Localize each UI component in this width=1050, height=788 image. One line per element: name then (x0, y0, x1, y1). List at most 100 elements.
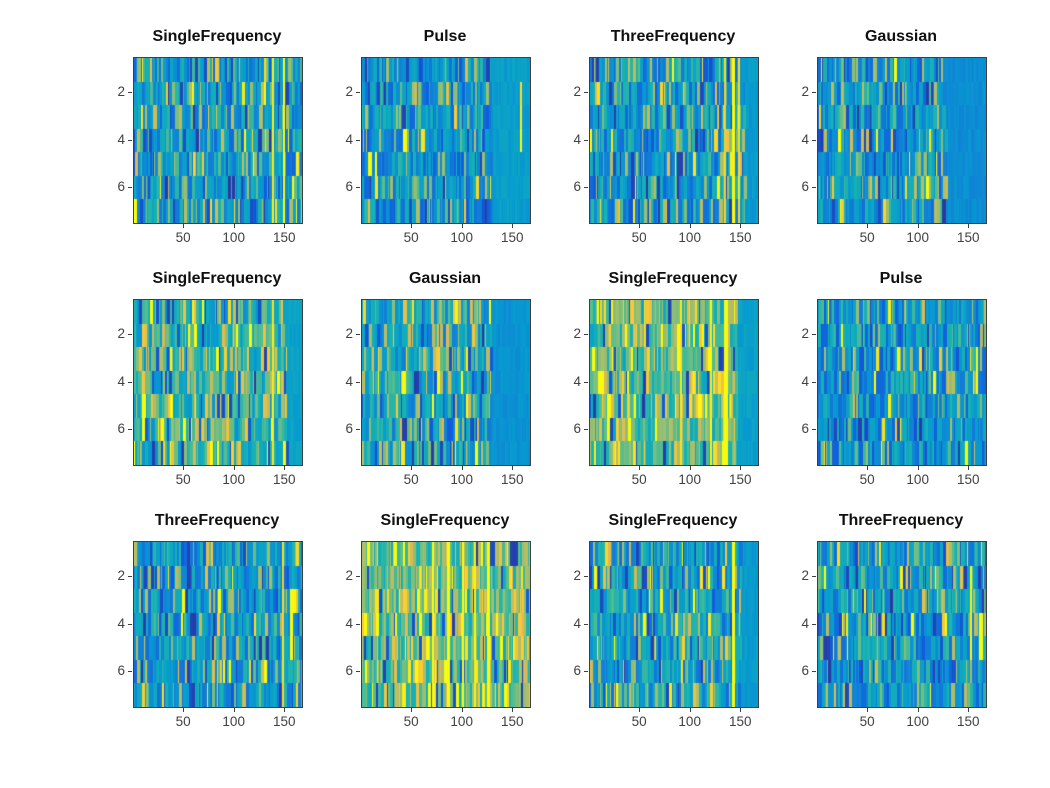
heatmap-image (818, 58, 986, 223)
heatmap-image (590, 300, 758, 465)
x-tick-mark (690, 466, 691, 470)
y-tick-mark (584, 187, 588, 188)
y-tick-label: 2 (117, 326, 125, 342)
y-tick-mark (584, 429, 588, 430)
y-tick-mark (356, 429, 360, 430)
y-tick-label: 2 (573, 84, 581, 100)
x-tick-label: 150 (957, 714, 980, 729)
x-tick-mark (411, 708, 412, 712)
heatmap-image (818, 300, 986, 465)
y-tick-label: 6 (801, 662, 809, 678)
y-tick-mark (584, 382, 588, 383)
x-tick-label: 100 (450, 472, 473, 487)
x-tick-mark (411, 224, 412, 228)
x-tick-mark (918, 466, 919, 470)
x-tick-mark (740, 708, 741, 712)
x-tick-mark (867, 708, 868, 712)
y-tick-label: 2 (345, 326, 353, 342)
y-tick-label: 2 (345, 568, 353, 584)
subplot-title: SingleFrequency (380, 512, 510, 529)
x-tick-label: 100 (906, 472, 929, 487)
subplot-title: ThreeFrequency (610, 28, 736, 45)
x-tick-label: 50 (859, 472, 875, 487)
x-tick-label: 100 (678, 472, 701, 487)
x-tick-label: 50 (859, 714, 875, 729)
y-tick-label: 6 (801, 420, 809, 436)
x-tick-mark (462, 708, 463, 712)
y-tick-label: 4 (801, 615, 809, 631)
subplot-title: SingleFrequency (152, 28, 282, 45)
x-tick-mark (284, 466, 285, 470)
x-tick-label: 100 (450, 230, 473, 245)
y-tick-label: 2 (573, 568, 581, 584)
heatmap-plot (817, 57, 987, 224)
x-tick-label: 100 (906, 714, 929, 729)
y-tick-mark (812, 334, 816, 335)
x-tick-mark (183, 466, 184, 470)
y-tick-label: 2 (117, 84, 125, 100)
x-tick-label: 100 (450, 714, 473, 729)
x-tick-mark (183, 708, 184, 712)
y-tick-mark (584, 92, 588, 93)
x-tick-mark (284, 708, 285, 712)
y-tick-mark (356, 334, 360, 335)
x-tick-label: 150 (729, 714, 752, 729)
heatmap-plot (589, 541, 759, 708)
y-tick-label: 6 (117, 662, 125, 678)
y-tick-label: 6 (345, 420, 353, 436)
subplot-panel: SingleFrequency 2 4 6 50 100 150 (117, 28, 303, 245)
x-tick-mark (512, 224, 513, 228)
x-tick-label: 150 (273, 472, 296, 487)
subplot-panel: SingleFrequency 2 4 6 50 100 150 (573, 512, 759, 729)
x-tick-label: 50 (175, 230, 191, 245)
heatmap-plot (589, 299, 759, 466)
y-tick-mark (812, 624, 816, 625)
heatmap-image (134, 542, 302, 707)
y-tick-label: 4 (801, 373, 809, 389)
x-tick-label: 150 (501, 472, 524, 487)
x-tick-label: 50 (631, 714, 647, 729)
heatmap-image (134, 300, 302, 465)
subplot-title: SingleFrequency (608, 270, 738, 287)
x-tick-mark (512, 708, 513, 712)
y-tick-mark (128, 576, 132, 577)
y-tick-label: 4 (573, 615, 581, 631)
subplot-panel: SingleFrequency 2 4 6 50 100 150 (345, 512, 531, 729)
y-tick-label: 4 (573, 373, 581, 389)
y-tick-mark (356, 382, 360, 383)
y-tick-mark (356, 140, 360, 141)
y-tick-label: 6 (345, 662, 353, 678)
y-tick-label: 6 (801, 178, 809, 194)
heatmap-plot (361, 541, 531, 708)
x-tick-label: 150 (729, 472, 752, 487)
x-tick-label: 150 (729, 230, 752, 245)
x-tick-mark (740, 466, 741, 470)
heatmap-plot (133, 57, 303, 224)
y-tick-label: 6 (573, 420, 581, 436)
y-tick-mark (128, 334, 132, 335)
y-tick-label: 6 (117, 420, 125, 436)
x-tick-label: 50 (403, 230, 419, 245)
heatmap-plot (361, 299, 531, 466)
subplot-panel: ThreeFrequency 2 4 6 50 100 150 (573, 28, 759, 245)
subplot-panel: Pulse 2 4 6 50 100 150 (345, 28, 531, 245)
subplot-title: Pulse (879, 270, 923, 287)
x-tick-mark (867, 466, 868, 470)
y-tick-mark (356, 576, 360, 577)
y-tick-label: 6 (345, 178, 353, 194)
x-tick-mark (968, 466, 969, 470)
y-tick-mark (584, 671, 588, 672)
x-tick-mark (462, 466, 463, 470)
x-tick-label: 50 (859, 230, 875, 245)
subplot-panel: SingleFrequency 2 4 6 50 100 150 (117, 270, 303, 487)
y-tick-mark (356, 624, 360, 625)
y-tick-mark (584, 140, 588, 141)
y-tick-label: 2 (345, 84, 353, 100)
y-tick-mark (812, 187, 816, 188)
x-tick-mark (690, 708, 691, 712)
x-tick-label: 150 (273, 714, 296, 729)
y-tick-mark (812, 92, 816, 93)
heatmap-image (818, 542, 986, 707)
x-tick-label: 150 (957, 230, 980, 245)
y-tick-mark (128, 187, 132, 188)
